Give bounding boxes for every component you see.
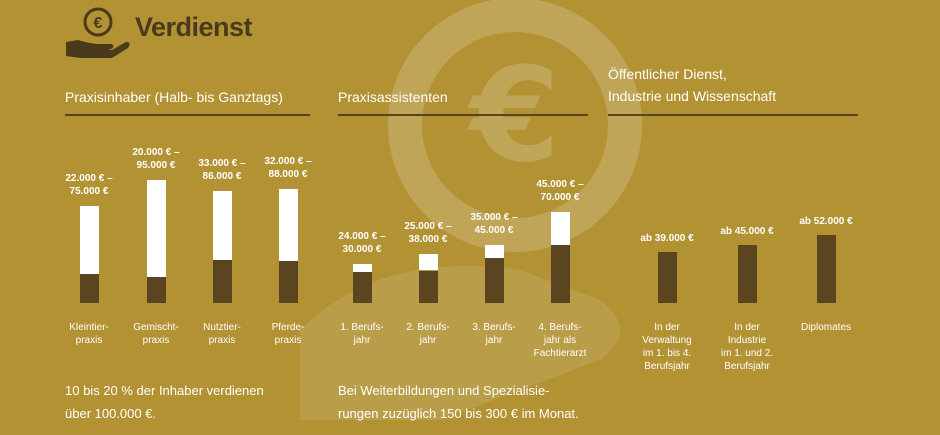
category-label: 2. Berufs- jahr [406, 322, 450, 346]
value-label: ab 52.000 € [799, 216, 853, 228]
category-label: Diplomates [800, 322, 852, 333]
category-label: In der Industrie im 1. und 2. Berufsjahr [720, 322, 774, 372]
bar [737, 244, 757, 303]
category-label: 4. Berufs- jahr als Fachtierarzt [533, 322, 587, 359]
value-label: 35.000 € – [470, 211, 518, 223]
value-label: 32.000 € – [264, 155, 312, 167]
value-label: 45.000 € – [536, 179, 584, 190]
bar-low [79, 274, 99, 303]
svg-text:€: € [94, 15, 103, 32]
value-label: 88.000 € [268, 168, 308, 180]
value-label: 20.000 € – [132, 146, 180, 158]
category-label: In der Verwaltung im 1. bis 4. Berufsjah… [642, 322, 692, 372]
section-title: Praxisinhaber (Halb- bis Ganztags) [65, 89, 283, 105]
bar-range [278, 188, 298, 262]
value-label: 95.000 € [136, 159, 176, 171]
value-label: 22.000 € – [65, 172, 113, 184]
bar [816, 235, 836, 303]
bar-low [352, 271, 372, 303]
category-label: Pferde- praxis [271, 322, 305, 346]
bar-low [418, 270, 438, 303]
value-label: 86.000 € [202, 171, 242, 183]
value-label: 25.000 € – [404, 220, 452, 232]
footnote: 10 bis 20 % der Inhaber verdienen über 1… [65, 383, 264, 421]
value-label: 75.000 € [69, 185, 109, 197]
bar-range [418, 253, 438, 271]
page-title: Verdienst [135, 12, 253, 42]
bar-low [212, 260, 232, 303]
category-label: Kleintier- praxis [69, 322, 109, 346]
value-label: 30.000 € [342, 244, 382, 255]
bar [657, 252, 677, 303]
bar-range [79, 205, 99, 275]
bar-low [278, 261, 298, 303]
bar-low [550, 244, 570, 303]
value-label: 33.000 € – [198, 158, 246, 170]
section-rule [65, 114, 310, 116]
value-label: ab 45.000 € [720, 225, 774, 237]
section-rule [338, 114, 588, 116]
bar-low [146, 277, 166, 303]
bar-range [146, 179, 166, 277]
section-title: Öffentlicher Dienst, Industrie und Wisse… [608, 66, 777, 104]
bar-range [352, 264, 372, 272]
bar-low [484, 257, 504, 303]
value-label: 70.000 € [540, 192, 580, 203]
footnote: Bei Weiterbildungen und Spezialisie- run… [338, 383, 579, 421]
category-label: 3. Berufs- jahr [472, 322, 516, 346]
section-rule [608, 114, 858, 116]
category-label: Gemischt- praxis [133, 322, 179, 346]
bar-range [212, 191, 232, 261]
value-label: 24.000 € – [338, 231, 386, 242]
section-title: Praxisassistenten [338, 89, 448, 105]
value-label: 38.000 € [408, 233, 448, 245]
header-icon: € [66, 7, 130, 58]
value-label: 45.000 € [474, 224, 514, 236]
bar-range [484, 244, 504, 258]
category-label: Nutztier- praxis [203, 322, 241, 346]
value-label: ab 39.000 € [640, 233, 694, 245]
category-label: 1. Berufs- jahr [340, 322, 384, 346]
bar-range [550, 212, 570, 245]
